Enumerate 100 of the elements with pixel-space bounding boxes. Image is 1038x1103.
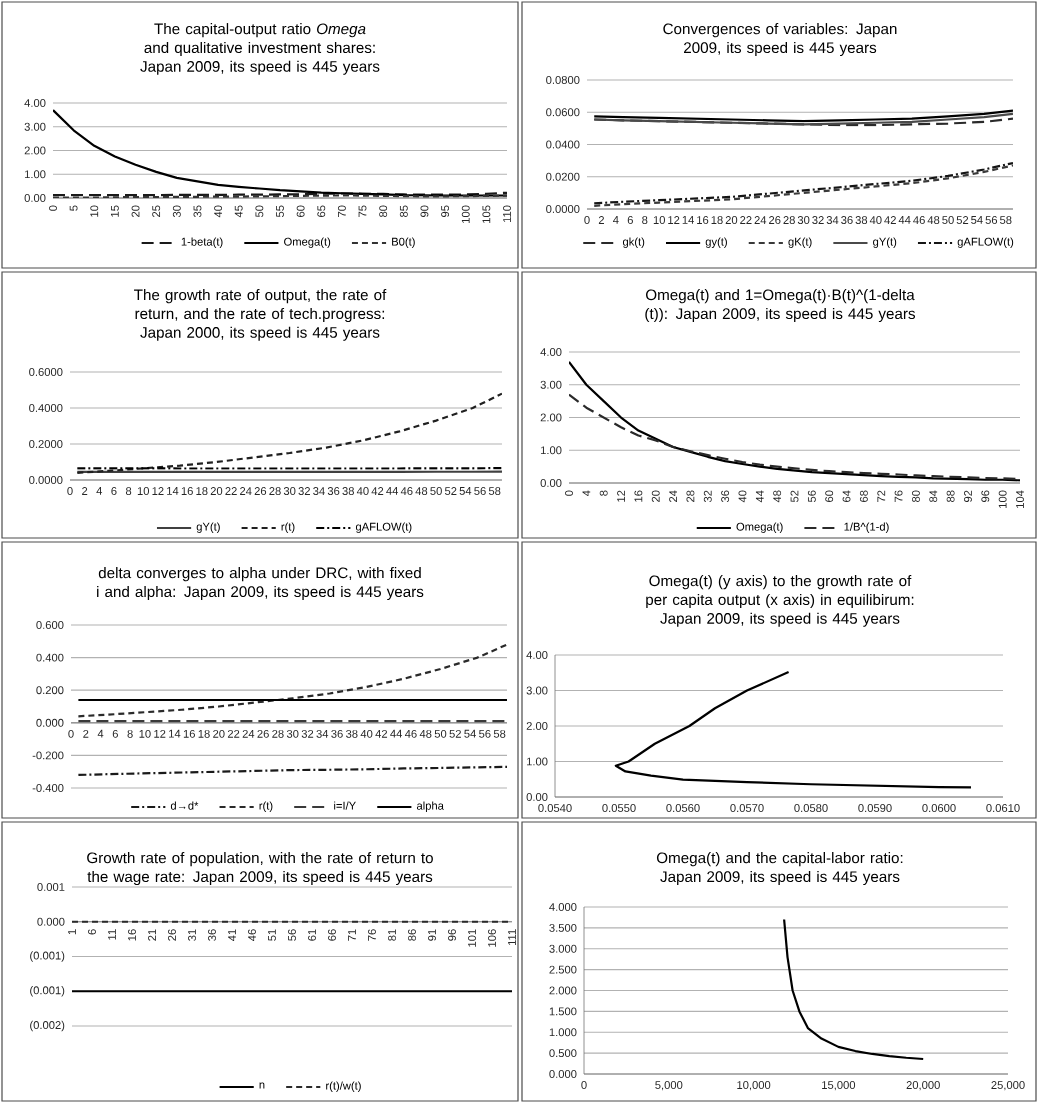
x-tick-label: 38 (855, 216, 868, 224)
y-tick-label: 0.0800 (546, 76, 580, 84)
x-tick-label: 36 (327, 487, 340, 495)
x-tick-label: 84 (929, 490, 938, 503)
x-tick-label: 46 (400, 487, 413, 495)
y-tick-label: 0.0400 (546, 140, 580, 149)
y-tick-label: 0.500 (549, 1049, 577, 1058)
x-tick-label: 0 (49, 205, 57, 211)
x-tick-label: 52 (449, 729, 461, 738)
y-tick-label: 1.500 (549, 1007, 577, 1016)
x-tick-label: 51 (268, 929, 276, 941)
x-tick-label: 5,000 (655, 1081, 683, 1091)
x-tick-label: 4 (97, 729, 104, 738)
x-tick-label: 44 (386, 487, 399, 495)
x-tick-label: 20 (213, 729, 225, 738)
legend-label: gK(t) (788, 237, 812, 248)
x-tick-label: 61 (308, 929, 316, 941)
legend-label: B0(t) (392, 237, 415, 248)
x-tick-label: 72 (877, 490, 886, 502)
x-tick-label: 111 (508, 929, 516, 945)
x-tick-label: 44 (898, 216, 911, 224)
x-tick-label: 30 (286, 729, 299, 738)
x-tick-label: 22 (740, 216, 752, 224)
x-tick-label: 100 (461, 205, 470, 223)
x-tick-label: 54 (464, 729, 476, 738)
x-tick-label: 96 (981, 490, 990, 502)
x-tick-label: 14 (167, 487, 179, 495)
y-tick-label: 4.00 (540, 348, 562, 356)
x-tick-label: 32 (298, 487, 310, 495)
x-tick-label: 8 (599, 490, 608, 496)
chart-title: Convergences of variables: Japan 2009, its speed is 445 years (663, 23, 897, 57)
x-tick-label: 56 (807, 490, 816, 503)
x-tick-label: 0 (67, 487, 73, 495)
y-tick-label: 0.0600 (546, 108, 580, 117)
legend-label: gy(t) (705, 237, 727, 248)
x-tick-label: 71 (348, 929, 356, 941)
y-tick-label: 1.00 (540, 446, 562, 455)
x-tick-label: 28 (686, 490, 695, 502)
x-tick-label: 75 (358, 205, 367, 217)
y-tick-label: 0.400 (36, 653, 64, 662)
y-tick-label: 0.0200 (546, 172, 580, 181)
x-tick-label: 1 (68, 929, 76, 935)
x-tick-label: 65 (317, 205, 326, 217)
y-tick-label: 0.600 (36, 621, 64, 629)
x-tick-label: 22 (225, 487, 237, 495)
y-tick-label: 0.000 (549, 1070, 577, 1078)
y-tick-label: 3.500 (549, 923, 577, 932)
x-tick-label: 16 (634, 490, 643, 502)
x-tick-label: 20,000 (906, 1081, 940, 1091)
chart-title: Omega(t) (y axis) to the growth rate of per capita output (x axis) in equilibirum: Japan 2009, its speed is 445 years (646, 575, 914, 627)
x-tick-label: 44 (390, 729, 403, 738)
x-tick-label: 91 (428, 929, 436, 941)
x-tick-label: 40 (738, 490, 747, 503)
x-tick-label: 54 (971, 216, 983, 224)
x-tick-label: 76 (894, 490, 903, 502)
x-tick-label: 6 (627, 216, 633, 224)
y-tick-label: 0.2000 (29, 440, 63, 448)
x-tick-label: 32 (812, 216, 824, 224)
x-tick-label: 96 (448, 929, 456, 941)
x-tick-label: 4 (613, 216, 619, 224)
x-tick-label: 20 (725, 216, 738, 224)
x-tick-label: 18 (196, 487, 208, 495)
x-tick-label: 10 (137, 487, 150, 495)
x-tick-label: 10 (139, 729, 151, 738)
x-tick-label: 18 (711, 216, 723, 224)
x-tick-label: 85 (399, 205, 408, 218)
chart-title: Omega(t) and the capital-labor ratio: Japan 2009, its speed is 445 years (656, 852, 903, 886)
x-tick-label: 40 (360, 729, 373, 738)
x-tick-label: 20 (651, 490, 660, 502)
legend-label: alpha (416, 801, 444, 812)
x-tick-label: 42 (884, 216, 896, 224)
x-tick-label: 44 (755, 490, 764, 503)
x-tick-label: 50 (434, 729, 447, 738)
y-tick-label: 2.00 (540, 413, 562, 422)
x-tick-label: 12 (154, 729, 166, 738)
x-tick-label: 4 (582, 490, 591, 497)
x-tick-label: 14 (169, 729, 181, 738)
x-tick-label: 68 (859, 490, 868, 502)
x-tick-label: 36 (721, 490, 730, 503)
x-tick-label: 64 (842, 490, 851, 502)
y-tick-label: 4.000 (549, 903, 577, 911)
legend-label: gY(t) (196, 522, 220, 533)
x-tick-label: 25 (152, 205, 161, 217)
y-tick-label: 0.0000 (29, 476, 63, 484)
x-tick-label: 12 (617, 490, 625, 502)
x-tick-label: 58 (493, 729, 506, 738)
x-tick-label: 48 (415, 487, 428, 495)
x-tick-label: 30 (283, 487, 296, 495)
legend-label: gk(t) (622, 237, 645, 248)
x-tick-label: 32 (703, 490, 712, 503)
line-series (783, 918, 925, 1061)
chart-title: The growth rate of output, the rate of return, and the rate of tech.progress: Japan 2000, its speed is 445 years (134, 289, 387, 341)
x-tick-label: 35 (193, 205, 202, 218)
legend-label: Omega(t) (284, 237, 331, 248)
x-tick-label: 26 (168, 929, 176, 941)
x-tick-label: 20 (131, 205, 140, 217)
x-tick-label: 10 (90, 205, 99, 217)
y-tick-label: 1.000 (549, 1028, 577, 1037)
x-tick-label: 86 (408, 929, 416, 941)
legend-label: i=I/Y (334, 801, 356, 810)
